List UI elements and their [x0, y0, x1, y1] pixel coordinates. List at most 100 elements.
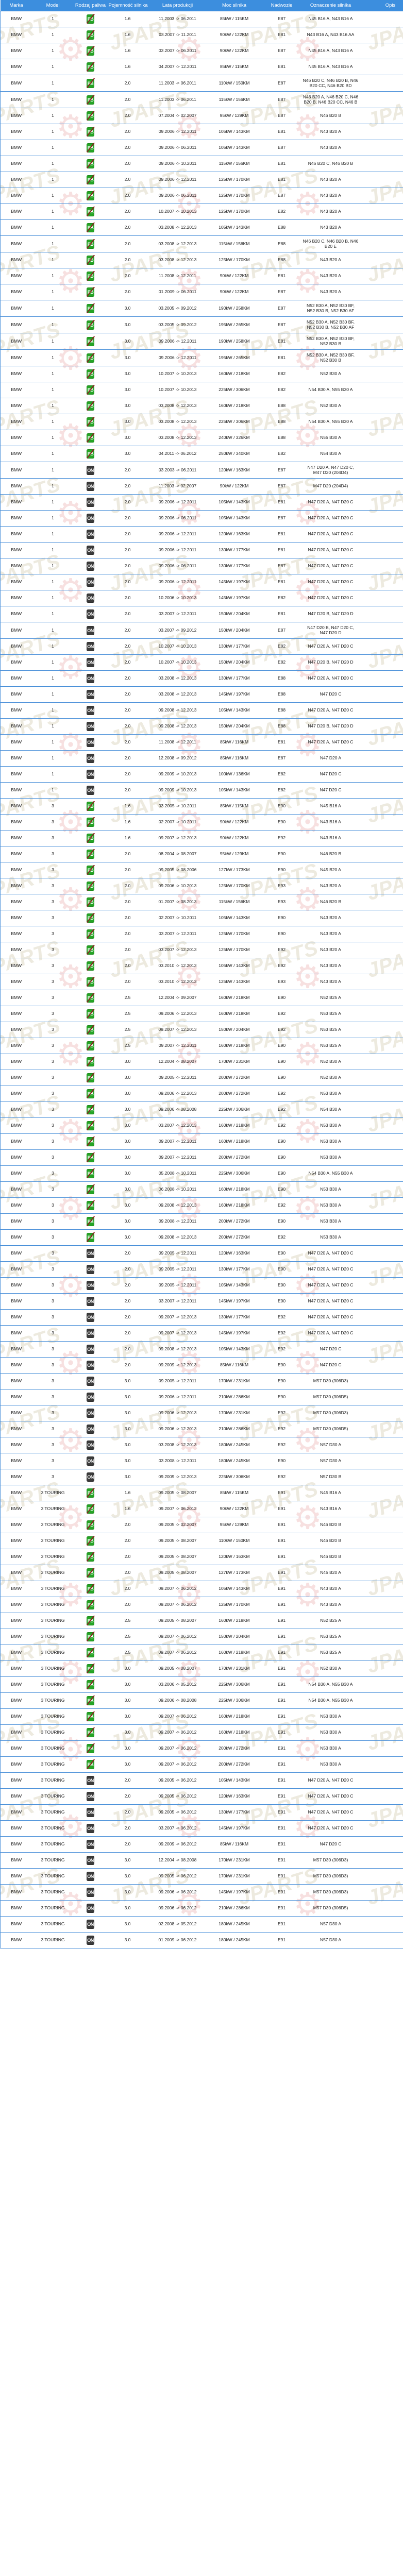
table-row[interactable]: BMW 1 ON 2.0 10.2007 -> 10.2013 130kW / 177KM… — [0, 638, 403, 655]
table-row[interactable]: BMW 3 PB 2.0 09.2005 -> 08.2006 127kW / 173KM… — [0, 862, 403, 878]
table-row[interactable]: BMW 3 ON 2.0 09.2005 -> 12.2011 105kW / 143KM… — [0, 1277, 403, 1294]
table-row[interactable]: BMW 1 PB 1.6 03.2007 -> 11.2011 90kW / 122KM E… — [0, 27, 403, 43]
table-row[interactable]: BMW 3 PB 3.0 05.2008 -> 10.2011 225kW / 306KM… — [0, 1165, 403, 1182]
table-row[interactable]: BMW 1 ON 2.0 09.2006 -> 06.2011 130kW / 177KM… — [0, 558, 403, 574]
table-row[interactable]: BMW 1 ON 2.0 09.2006 -> 12.2011 130kW / 177KM… — [0, 542, 403, 558]
table-row[interactable]: BMW 3 PB 3.0 09.2008 -> 12.2011 200kW / 272KM… — [0, 1213, 403, 1230]
table-row[interactable]: BMW 1 ON 2.0 09.2009 -> 10.2013 100kW / 136KM… — [0, 766, 403, 783]
table-row[interactable]: BMW 3 TOURING ON 2.0 09.2005 -> 06.2012 120kW… — [0, 1788, 403, 1805]
column-header-engine-power[interactable]: Moc silnika — [207, 0, 261, 11]
table-row[interactable]: BMW 3 ON 3.0 09.2005 -> 12.2011 170kW / 231KM… — [0, 1373, 403, 1389]
table-row[interactable]: BMW 3 TOURING PB 2.0 09.2007 -> 06.2012 105kW… — [0, 1581, 403, 1597]
table-row[interactable]: BMW 3 PB 2.0 01.2007 -> 08.2013 115kW / 156KM… — [0, 894, 403, 910]
table-row[interactable]: BMW 1 ON 2.0 09.2006 -> 12.2011 145kW / 197KM… — [0, 574, 403, 590]
table-row[interactable]: BMW 1 ON 2.0 03.2007 -> 12.2011 150kW / 204KM… — [0, 606, 403, 622]
table-row[interactable]: BMW 1 PB 2.0 09.2006 -> 06.2011 125kW / 170KM… — [0, 188, 403, 204]
table-row[interactable]: BMW 3 TOURING ON 2.0 03.2007 -> 06.2012 145kW… — [0, 1820, 403, 1837]
table-row[interactable]: BMW 1 PB 3.0 09.2006 -> 12.2011 190kW / 258KM… — [0, 333, 403, 350]
column-header-engine-capacity[interactable]: Pojemność silnika — [107, 0, 148, 11]
table-row[interactable]: BMW 3 ON 2.0 09.2005 -> 12.2011 130kW / 177KM… — [0, 1261, 403, 1278]
table-row[interactable]: BMW 3 ON 3.0 09.2006 -> 12.2011 210kW / 286KM… — [0, 1389, 403, 1405]
table-row[interactable]: BMW 1 PB 2.0 11.2003 -> 06.2011 115kW / 156KM… — [0, 91, 403, 108]
table-row[interactable]: BMW 1 PB 2.0 01.2009 -> 06.2011 90kW / 122KM E… — [0, 284, 403, 300]
table-row[interactable]: BMW 3 TOURING PB 2.0 09.2005 -> 08.2007 120kW… — [0, 1549, 403, 1565]
table-row[interactable]: BMW 1 PB 2.0 09.2006 -> 10.2011 115kW / 156KM… — [0, 156, 403, 172]
table-row[interactable]: BMW 3 PB 2.0 03.2007 -> 12.2013 125kW / 170KM… — [0, 942, 403, 958]
table-row[interactable]: BMW 1 PB 3.0 09.2006 -> 12.2011 195kW / 265KM… — [0, 349, 403, 366]
table-row[interactable]: BMW 3 PB 1.6 02.2007 -> 10.2011 90kW / 122KM E… — [0, 814, 403, 831]
table-row[interactable]: BMW 3 ON 2.0 09.2009 -> 12.2013 85kW / 116KM E… — [0, 1357, 403, 1374]
table-row[interactable]: BMW 3 PB 2.0 03.2010 -> 12.2013 105kW / 143KM… — [0, 958, 403, 974]
table-row[interactable]: BMW 3 PB 2.0 03.2007 -> 12.2011 125kW / 170KM… — [0, 926, 403, 942]
table-row[interactable]: BMW 3 ON 3.0 03.2008 -> 12.2013 180kW / 245KM… — [0, 1437, 403, 1453]
table-row[interactable]: BMW 1 ON 2.0 03.2003 -> 06.2011 120kW / 163KM… — [0, 462, 403, 479]
table-row[interactable]: BMW 3 TOURING PB 2.0 09.2005 -> 08.2007 127kW… — [0, 1565, 403, 1581]
table-row[interactable]: BMW 3 PB 2.5 09.2007 -> 12.2011 160kW / 218KM… — [0, 1038, 403, 1054]
table-row[interactable]: BMW 1 PB 3.0 03.2008 -> 12.2013 240kW / 326KM… — [0, 430, 403, 446]
table-row[interactable]: BMW 1 PB 2.0 09.2006 -> 06.2011 105kW / 143KM… — [0, 140, 403, 156]
table-row[interactable]: BMW 1 ON 2.0 09.2009 -> 10.2013 105kW / 143KM… — [0, 782, 403, 799]
table-row[interactable]: BMW 3 TOURING ON 3.0 01.2009 -> 06.2012 180kW… — [0, 1932, 403, 1948]
table-row[interactable]: BMW 1 ON 2.0 10.2007 -> 10.2013 150kW / 204KM… — [0, 654, 403, 671]
table-row[interactable]: BMW 3 PB 3.0 12.2004 -> 08.2007 170kW / 231KM… — [0, 1054, 403, 1070]
table-row[interactable]: BMW 1 ON 2.0 09.2008 -> 12.2013 105kW / 143KM… — [0, 702, 403, 719]
table-row[interactable]: BMW 3 TOURING PB 3.0 09.2006 -> 08.2008 225kW… — [0, 1692, 403, 1709]
column-header-body-type[interactable]: Nadwozie — [261, 0, 303, 11]
table-row[interactable]: BMW 3 TOURING PB 3.0 09.2007 -> 06.2012 200kW… — [0, 1740, 403, 1757]
table-row[interactable]: BMW 3 TOURING PB 3.0 09.2007 -> 06.2012 200kW… — [0, 1756, 403, 1773]
table-row[interactable]: BMW 3 PB 1.6 03.2005 -> 10.2011 85kW / 115KM E… — [0, 798, 403, 815]
table-row[interactable]: BMW 3 PB 2.0 03.2010 -> 12.2013 125kW / 143KM… — [0, 974, 403, 990]
table-row[interactable]: BMW 3 PB 2.0 08.2004 -> 08.2007 95kW / 129KM E… — [0, 846, 403, 862]
table-row[interactable]: BMW 3 PB 2.5 12.2004 -> 09.2007 160kW / 218KM… — [0, 990, 403, 1006]
table-row[interactable]: BMW 1 ON 2.0 03.2007 -> 09.2012 150kW / 204KM… — [0, 622, 403, 639]
table-row[interactable]: BMW 3 TOURING PB 3.0 03.2006 -> 05.2012 225kW… — [0, 1676, 403, 1693]
table-row[interactable]: BMW 3 TOURING PB 2.0 09.2005 -> 02.2007 95kW … — [0, 1517, 403, 1533]
table-row[interactable]: BMW 3 ON 3.0 09.2006 -> 12.2013 170kW / 231KM… — [0, 1405, 403, 1421]
table-row[interactable]: BMW 1 PB 3.0 10.2007 -> 10.2013 160kW / 218KM… — [0, 366, 403, 382]
table-row[interactable]: BMW 3 PB 3.0 09.2007 -> 12.2011 200kW / 272KM… — [0, 1149, 403, 1166]
table-row[interactable]: BMW 1 PB 2.0 11.2003 -> 06.2011 110kW / 150KM… — [0, 75, 403, 92]
table-row[interactable]: BMW 3 PB 3.0 09.2007 -> 12.2011 160kW / 218KM… — [0, 1133, 403, 1150]
table-row[interactable]: BMW 1 PB 3.0 04.2011 -> 06.2012 250kW / 340KM… — [0, 446, 403, 462]
table-row[interactable]: BMW 3 TOURING PB 2.5 09.2005 -> 08.2007 160kW… — [0, 1613, 403, 1629]
table-row[interactable]: BMW 3 ON 2.0 09.2008 -> 12.2013 105kW / 143KM… — [0, 1341, 403, 1358]
table-row[interactable]: BMW 3 PB 2.0 09.2006 -> 10.2013 125kW / 170KM… — [0, 878, 403, 894]
table-row[interactable]: BMW 3 ON 3.0 03.2008 -> 12.2011 180kW / 245KM… — [0, 1453, 403, 1469]
table-row[interactable]: BMW 3 TOURING PB 3.0 09.2007 -> 06.2012 160kW… — [0, 1724, 403, 1741]
table-row[interactable]: BMW 1 ON 2.0 09.2006 -> 06.2011 105kW / 143KM… — [0, 510, 403, 527]
table-row[interactable]: BMW 1 ON 2.0 11.2003 -> 02.2007 90kW / 122KM E… — [0, 478, 403, 495]
table-row[interactable]: BMW 3 ON 3.0 09.2006 -> 12.2013 210kW / 286KM… — [0, 1421, 403, 1437]
table-row[interactable]: BMW 3 PB 3.0 03.2007 -> 12.2013 160kW / 218KM… — [0, 1117, 403, 1134]
table-row[interactable]: BMW 3 TOURING ON 3.0 02.2008 -> 05.2012 180kW… — [0, 1916, 403, 1933]
table-row[interactable]: BMW 3 TOURING ON 3.0 09.2005 -> 06.2012 170kW… — [0, 1868, 403, 1885]
table-row[interactable]: BMW 3 PB 2.5 09.2007 -> 12.2013 150kW / 204KM… — [0, 1022, 403, 1038]
table-row[interactable]: BMW 1 PB 1.6 11.2003 -> 06.2011 85kW / 115KM E… — [0, 11, 403, 27]
table-row[interactable]: BMW 3 TOURING PB 2.0 09.2007 -> 06.2012 125kW… — [0, 1597, 403, 1613]
table-row[interactable]: BMW 1 ON 2.0 12.2008 -> 09.2012 85kW / 116KM E… — [0, 750, 403, 767]
table-row[interactable]: BMW 1 PB 3.0 03.2008 -> 12.2013 160kW / 218KM… — [0, 398, 403, 414]
table-row[interactable]: BMW 3 ON 2.0 03.2007 -> 12.2011 145kW / 197KM… — [0, 1293, 403, 1310]
table-row[interactable]: BMW 1 PB 2.0 03.2008 -> 12.2013 125kW / 170KM… — [0, 252, 403, 268]
table-row[interactable]: BMW 3 TOURING PB 2.0 09.2005 -> 08.2007 110kW… — [0, 1533, 403, 1549]
table-row[interactable]: BMW 3 TOURING PB 3.0 09.2005 -> 08.2007 170kW… — [0, 1660, 403, 1677]
table-row[interactable]: BMW 1 PB 1.6 03.2007 -> 06.2011 90kW / 122KM E… — [0, 43, 403, 59]
table-row[interactable]: BMW 3 PB 3.0 09.2006 -> 08.2008 225kW / 306KM… — [0, 1101, 403, 1118]
column-header-fuel-type[interactable]: Rodzaj paliwa — [73, 0, 108, 11]
table-row[interactable]: BMW 3 TOURING PB 3.0 09.2007 -> 06.2012 160kW… — [0, 1708, 403, 1725]
table-row[interactable]: BMW 1 ON 2.0 03.2008 -> 12.2013 145kW / 197KM… — [0, 686, 403, 703]
table-row[interactable]: BMW 1 ON 2.0 09.2006 -> 12.2011 120kW / 163KM… — [0, 526, 403, 543]
table-row[interactable]: BMW 3 PB 3.0 09.2005 -> 12.2011 200kW / 272KM… — [0, 1070, 403, 1086]
column-header-description[interactable]: Opis — [359, 0, 403, 11]
table-row[interactable]: BMW 1 PB 2.0 11.2008 -> 12.2011 90kW / 122KM E… — [0, 268, 403, 284]
table-row[interactable]: BMW 3 ON 2.0 09.2005 -> 12.2011 120kW / 163KM… — [0, 1245, 403, 1262]
table-row[interactable]: BMW 1 ON 2.0 03.2008 -> 12.2013 130kW / 177KM… — [0, 670, 403, 687]
table-row[interactable]: BMW 3 PB 2.5 09.2006 -> 12.2013 160kW / 218KM… — [0, 1006, 403, 1022]
table-row[interactable]: BMW 1 ON 2.0 09.2008 -> 12.2013 150kW / 204KM… — [0, 718, 403, 735]
column-header-engine-code[interactable]: Oznaczenie silnika — [302, 0, 359, 11]
table-row[interactable]: BMW 1 ON 2.0 10.2006 -> 10.2013 145kW / 197KM… — [0, 590, 403, 606]
table-row[interactable]: BMW 3 ON 3.0 09.2009 -> 12.2013 225kW / 306KM… — [0, 1469, 403, 1485]
table-row[interactable]: BMW 1 PB 2.0 09.2006 -> 12.2011 125kW / 170KM… — [0, 172, 403, 188]
table-row[interactable]: BMW 1 ON 2.0 09.2006 -> 12.2011 105kW / 143KM… — [0, 494, 403, 511]
table-row[interactable]: BMW 3 PB 2.0 02.2007 -> 10.2011 105kW / 143KM… — [0, 910, 403, 926]
table-row[interactable]: BMW 3 TOURING ON 3.0 12.2004 -> 08.2008 170kW… — [0, 1852, 403, 1869]
